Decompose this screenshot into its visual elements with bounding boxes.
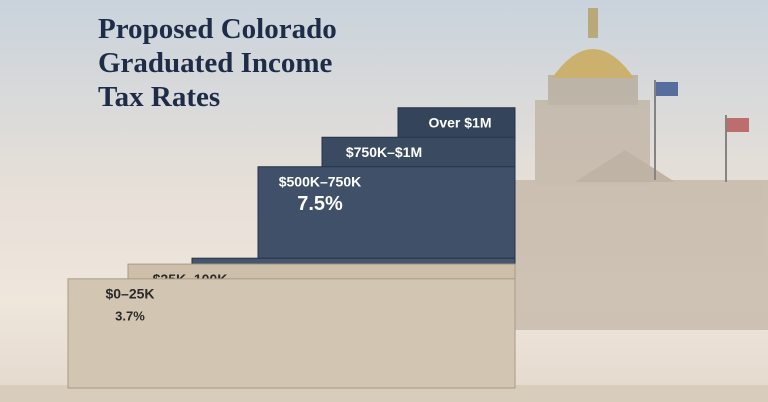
chart-title: Proposed Colorado Graduated Income Tax R… [98,13,337,113]
category-label: $750K–$1M [346,144,422,160]
category-label: $0–25K [105,286,154,302]
category-label: $500K–750K [279,173,362,189]
value-label: 7.5% [297,193,343,215]
category-label: Over $1M [428,114,491,130]
value-label: 3.7% [115,308,145,323]
step [67,278,516,389]
capitol [505,8,768,330]
ground [0,385,768,402]
